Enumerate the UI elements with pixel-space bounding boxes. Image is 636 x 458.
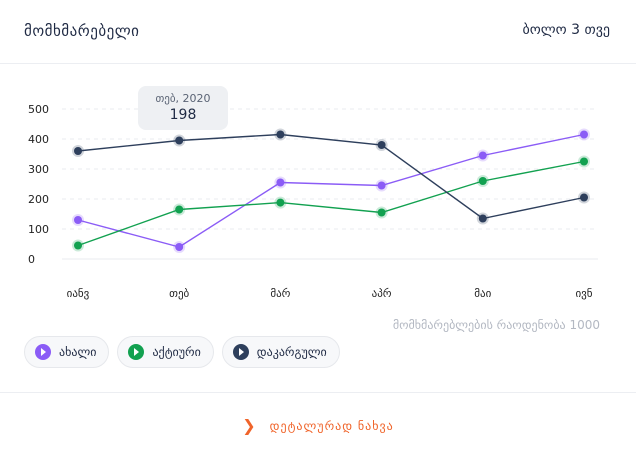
play-circle-icon bbox=[232, 344, 249, 360]
tooltip-value: 198 bbox=[169, 107, 197, 123]
data-point bbox=[276, 178, 285, 187]
card-title: მომხმარებელი bbox=[24, 22, 140, 40]
data-point bbox=[175, 136, 184, 145]
view-details-label: დეტალურად ნახვა bbox=[269, 419, 394, 433]
play-circle-icon bbox=[35, 344, 51, 360]
card-footer: ❯ დეტალურად ნახვა bbox=[0, 392, 636, 458]
x-tick-label: აპრ bbox=[372, 287, 392, 300]
legend-item-active[interactable]: აქტიური bbox=[117, 336, 214, 368]
view-details-link[interactable]: ❯ დეტალურად ნახვა bbox=[0, 393, 636, 458]
period-selector[interactable]: ბოლო 3 თვე bbox=[522, 22, 610, 38]
data-point bbox=[175, 205, 184, 214]
chart-footnote: მომხმარებლების რაოდენობა 1000 bbox=[392, 318, 600, 332]
x-tick-label: იანვ bbox=[67, 287, 90, 300]
data-point bbox=[276, 130, 285, 139]
series-line bbox=[77, 133, 585, 248]
legend-item-new[interactable]: ახალი bbox=[24, 336, 110, 368]
y-tick-label: 300 bbox=[28, 163, 49, 176]
y-tick-label: 400 bbox=[28, 133, 49, 146]
data-point bbox=[377, 181, 386, 190]
tooltip-label: თებ, 2020 bbox=[155, 92, 211, 105]
data-point bbox=[580, 130, 588, 139]
legend-label: დაკარგული bbox=[256, 345, 327, 359]
chart-tooltip: თებ, 2020 198 bbox=[138, 86, 228, 130]
data-point bbox=[580, 193, 588, 202]
data-point bbox=[478, 151, 487, 160]
series-line bbox=[77, 133, 585, 220]
data-point bbox=[478, 177, 487, 185]
y-tick-label: 200 bbox=[28, 193, 49, 206]
y-tick-label: 500 bbox=[28, 103, 49, 116]
data-point bbox=[74, 147, 82, 155]
data-point bbox=[377, 208, 386, 217]
y-tick-label: 0 bbox=[28, 253, 35, 266]
x-tick-label: თებ bbox=[169, 287, 189, 300]
data-point bbox=[74, 216, 82, 224]
data-point bbox=[175, 243, 184, 251]
data-point bbox=[580, 157, 588, 166]
legend-item-lost[interactable]: დაკარგული bbox=[221, 336, 340, 368]
x-tick-label: მაი bbox=[474, 287, 491, 300]
data-point bbox=[74, 241, 82, 250]
chart-svg: 0 100 200 300 400 500 იანვ თებ მარ აპრ მაი ივნ bbox=[28, 103, 598, 300]
play-circle-icon bbox=[128, 344, 145, 360]
x-tick-label: ივნ bbox=[575, 287, 592, 300]
chart-legend: ახალი აქტიური დაკარგული bbox=[24, 336, 340, 368]
data-point bbox=[478, 214, 487, 223]
legend-label: აქტიური bbox=[152, 345, 201, 359]
chevron-right-icon: ❯ bbox=[242, 416, 256, 435]
legend-label: ახალი bbox=[59, 345, 97, 359]
line-chart: 0 100 200 300 400 500 იანვ თებ მარ აპრ მაი ივნ bbox=[0, 64, 636, 334]
data-point bbox=[276, 198, 285, 207]
series-line bbox=[77, 160, 585, 247]
x-tick-label: მარ bbox=[270, 287, 290, 300]
data-point bbox=[377, 141, 386, 149]
y-tick-label: 100 bbox=[28, 223, 49, 236]
card-header: მომხმარებელი ბოლო 3 თვე bbox=[0, 0, 636, 64]
